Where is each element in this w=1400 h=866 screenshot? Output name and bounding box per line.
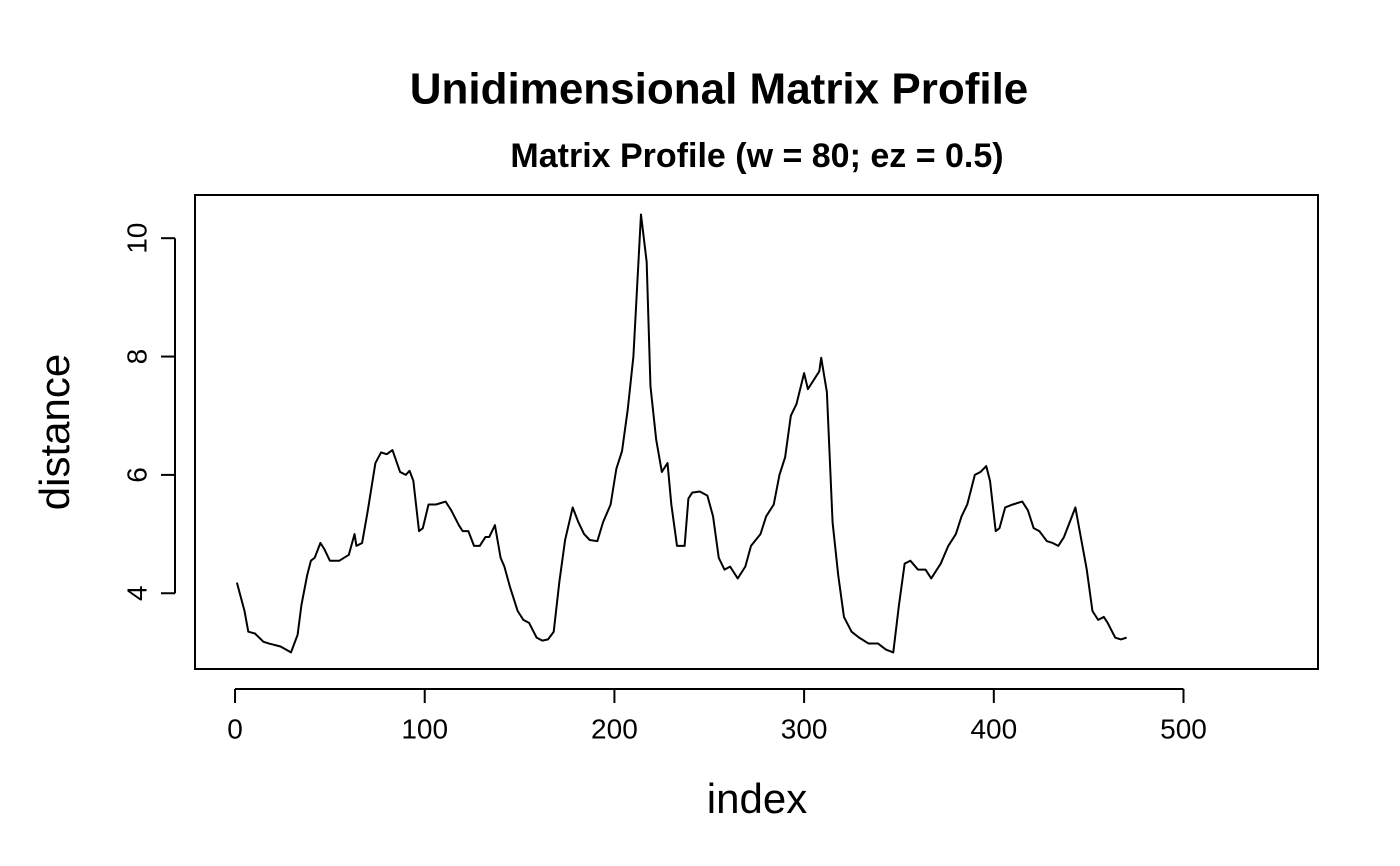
y-tick-label: 10 <box>121 223 152 254</box>
x-tick-label: 500 <box>1160 713 1207 744</box>
x-tick-label: 200 <box>591 713 638 744</box>
y-tick-label: 4 <box>121 585 152 601</box>
data-line <box>235 213 1127 654</box>
chart-subtitle: Matrix Profile (w = 80; ez = 0.5) <box>510 137 1003 175</box>
plot-box <box>194 194 1319 670</box>
x-axis-label: index <box>707 775 807 822</box>
chart-title: Unidimensional Matrix Profile <box>410 65 1029 114</box>
x-tick-label: 100 <box>401 713 448 744</box>
x-tick-label: 0 <box>227 713 243 744</box>
x-tick-label: 400 <box>970 713 1017 744</box>
y-axis-label: distance <box>31 354 78 510</box>
y-tick-label: 8 <box>121 349 152 365</box>
x-tick-label: 300 <box>781 713 828 744</box>
y-tick-label: 6 <box>121 467 152 483</box>
